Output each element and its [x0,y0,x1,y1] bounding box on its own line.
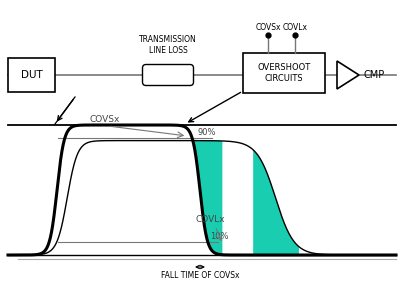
FancyBboxPatch shape [243,53,325,93]
Text: TRANSMISSION
LINE LOSS: TRANSMISSION LINE LOSS [139,35,197,55]
Text: COVLx: COVLx [282,23,307,32]
Polygon shape [253,150,299,255]
Polygon shape [193,141,222,255]
Text: 10%: 10% [210,232,228,241]
Text: DUT: DUT [21,70,42,80]
Polygon shape [337,61,359,89]
Text: COVSx: COVSx [90,115,120,124]
Text: OVERSHOOT
CIRCUITS: OVERSHOOT CIRCUITS [257,63,311,83]
Text: COVSx: COVSx [255,23,281,32]
Text: COVLx: COVLx [195,215,225,224]
Text: 90%: 90% [197,128,216,137]
FancyBboxPatch shape [143,64,194,86]
Text: CMP: CMP [364,70,385,80]
Text: FALL TIME OF COVSx: FALL TIME OF COVSx [161,271,239,280]
FancyBboxPatch shape [8,58,55,92]
